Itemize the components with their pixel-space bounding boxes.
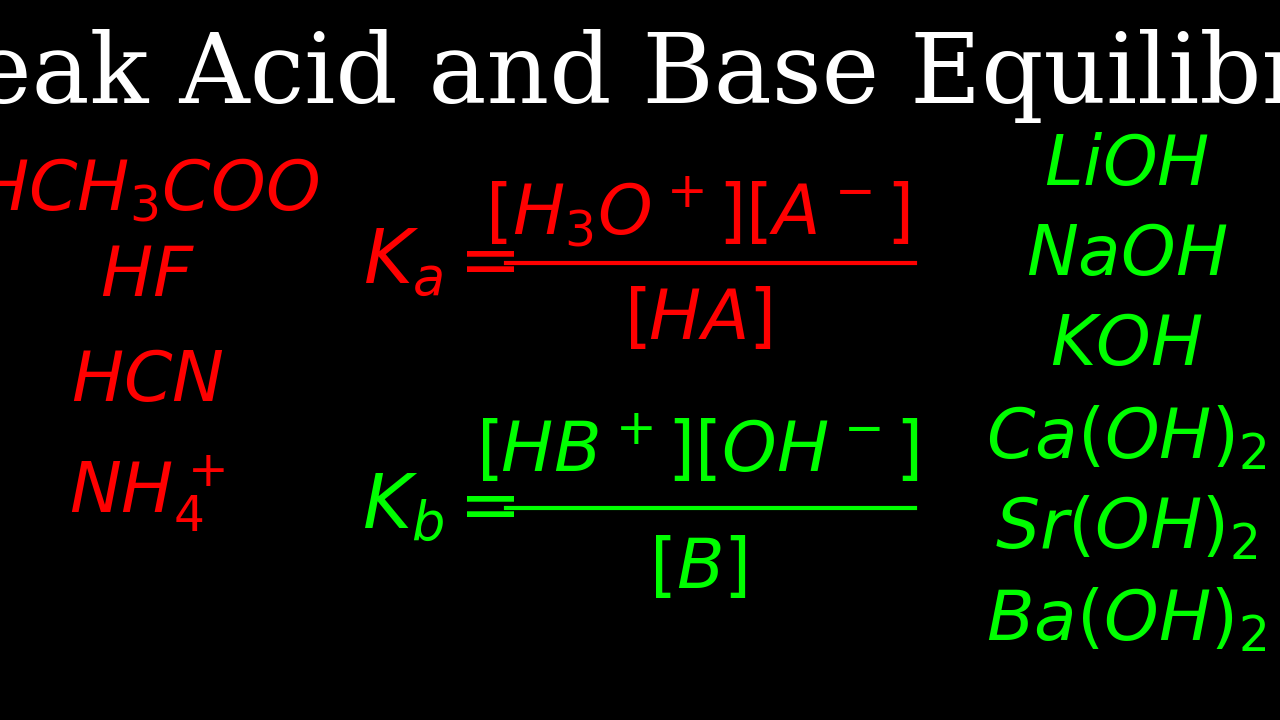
Text: $\mathit{K_a}$: $\mathit{K_a}$ <box>364 226 443 300</box>
Text: $\mathit{Ba(OH)_2}$: $\mathit{Ba(OH)_2}$ <box>987 586 1266 655</box>
Text: $\mathit{LiOH}$: $\mathit{LiOH}$ <box>1043 132 1210 199</box>
Text: $\mathit{KOH}$: $\mathit{KOH}$ <box>1050 312 1203 379</box>
Text: $\mathit{[HA]}$: $\mathit{[HA]}$ <box>623 287 772 354</box>
Text: $\mathit{HCH_3COO}$: $\mathit{HCH_3COO}$ <box>0 157 319 225</box>
Text: $\mathit{Ca(OH)_2}$: $\mathit{Ca(OH)_2}$ <box>986 405 1267 474</box>
Text: $\mathit{NH_4^+}$: $\mathit{NH_4^+}$ <box>69 453 225 534</box>
Text: $\mathit{[H_3O^+][A^-]}$: $\mathit{[H_3O^+][A^-]}$ <box>485 176 910 249</box>
Text: Weak Acid and Base Equilibria: Weak Acid and Base Equilibria <box>0 29 1280 122</box>
Text: $\mathit{HCN}$: $\mathit{HCN}$ <box>70 348 224 415</box>
Text: $=$: $=$ <box>444 471 516 544</box>
Text: $\mathit{HF}$: $\mathit{HF}$ <box>100 244 195 310</box>
Text: $\mathit{[B]}$: $\mathit{[B]}$ <box>649 535 746 603</box>
Text: $\mathit{K_b}$: $\mathit{K_b}$ <box>362 471 444 544</box>
Text: $\mathit{Sr(OH)_2}$: $\mathit{Sr(OH)_2}$ <box>995 495 1258 563</box>
Text: $\mathit{NaOH}$: $\mathit{NaOH}$ <box>1025 222 1228 289</box>
Text: $=$: $=$ <box>444 226 516 300</box>
Text: $\mathit{[HB^+][OH^-]}$: $\mathit{[HB^+][OH^-]}$ <box>476 414 919 486</box>
